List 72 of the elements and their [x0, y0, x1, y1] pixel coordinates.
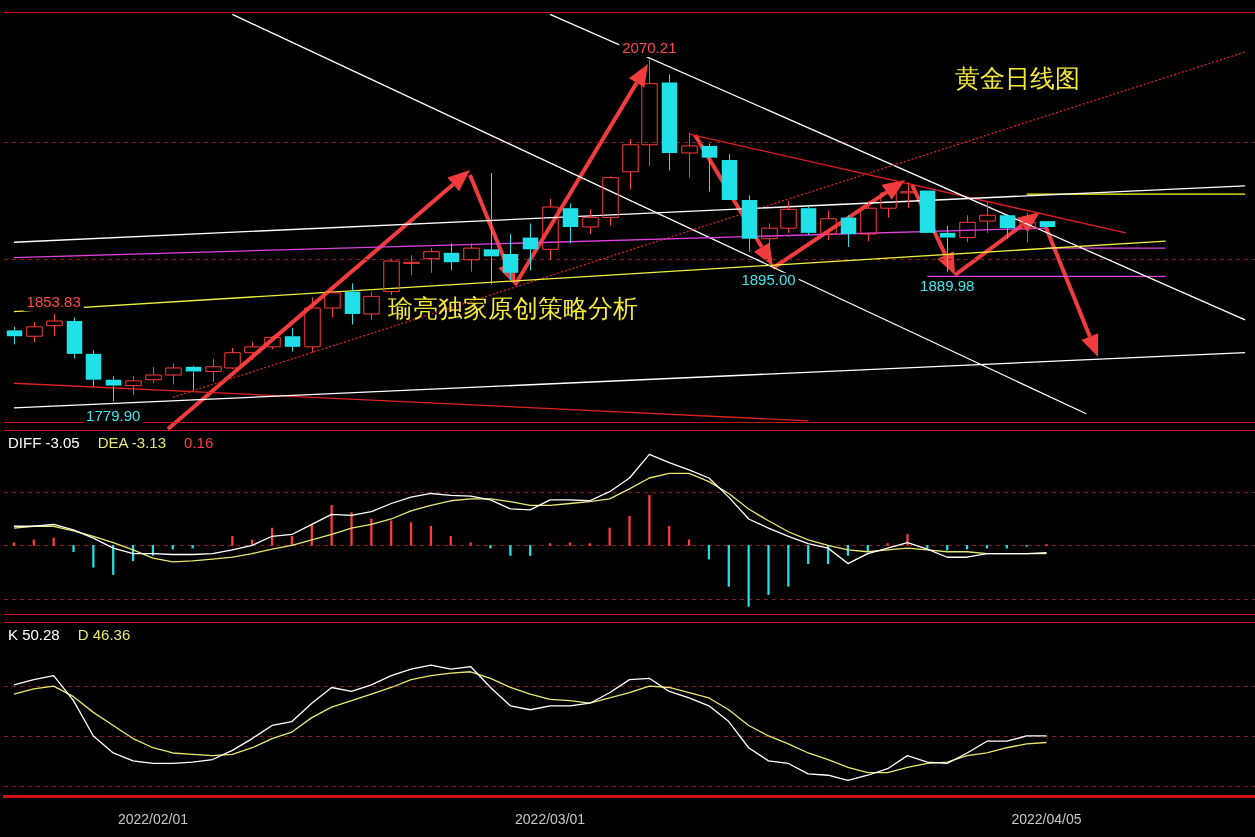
candlestick [741, 194, 758, 253]
candlestick [66, 316, 83, 360]
text: D 46.36 [77, 626, 131, 643]
bar [449, 535, 452, 546]
x-tick-label: 2022/02/01 [117, 811, 189, 828]
candlestick [761, 222, 778, 267]
bar [231, 535, 234, 546]
text: DIFF -3.05 [8, 434, 80, 451]
x-tick-label: 2022/03/01 [515, 811, 586, 828]
candlestick [542, 198, 559, 261]
bar [489, 545, 492, 549]
bar [350, 512, 353, 546]
candlestick [304, 296, 321, 354]
bar [72, 545, 75, 553]
annotation: 1889.98 [920, 277, 975, 295]
candlestick [602, 177, 619, 227]
candlestick [840, 214, 857, 248]
candlestick [661, 73, 678, 172]
candlestick [205, 358, 222, 383]
candlestick [344, 282, 361, 325]
candlestick [403, 254, 420, 276]
bar [767, 545, 770, 595]
candlestick [502, 233, 519, 281]
annotation: 瑜亮独家原创策略分析 [388, 293, 638, 324]
candlestick [483, 172, 500, 286]
annotation: 1853.83 [26, 292, 81, 310]
candlestick [721, 153, 738, 200]
candlestick [562, 202, 579, 244]
candlestick [780, 200, 797, 234]
candlestick [959, 214, 976, 243]
candlestick [641, 59, 658, 167]
candlestick [622, 138, 639, 190]
candlestick [979, 200, 996, 234]
bar [628, 515, 631, 546]
candlestick [105, 375, 122, 402]
candlestick [681, 132, 698, 179]
text: K 50.28 [8, 626, 60, 643]
candlestick [1019, 212, 1036, 243]
candlestick [701, 143, 718, 193]
candlestick [999, 215, 1016, 240]
candlestick [284, 327, 301, 353]
text: DEA -3.13 [97, 434, 167, 451]
bar [92, 545, 95, 568]
text: 0.16 [184, 434, 214, 451]
candlestick [880, 188, 897, 219]
candlestick [463, 242, 480, 273]
annotation: 1779.90 [86, 406, 141, 424]
candlestick [85, 349, 102, 388]
bar [409, 522, 413, 546]
candlestick [46, 313, 63, 337]
bar [529, 545, 532, 556]
bar [390, 520, 393, 546]
bar [588, 543, 591, 546]
x-tick-label: 2022/04/05 [1011, 811, 1082, 828]
bar [509, 545, 512, 556]
text: 黄金日线图 [955, 63, 1080, 94]
annotation: 2070.21 [622, 38, 677, 56]
candlestick [522, 222, 539, 271]
bar [469, 542, 472, 546]
bar [886, 543, 889, 546]
bar [12, 542, 16, 546]
candlestick [443, 242, 460, 271]
candlestick [244, 341, 261, 361]
bar [548, 543, 552, 546]
candlestick [423, 247, 440, 274]
candlestick [125, 375, 142, 396]
candlestick [860, 200, 877, 242]
candlestick [6, 326, 23, 345]
candlestick [582, 208, 599, 235]
annotation: 1895.00 [741, 271, 796, 289]
candlestick [900, 181, 917, 209]
bar [568, 542, 572, 546]
